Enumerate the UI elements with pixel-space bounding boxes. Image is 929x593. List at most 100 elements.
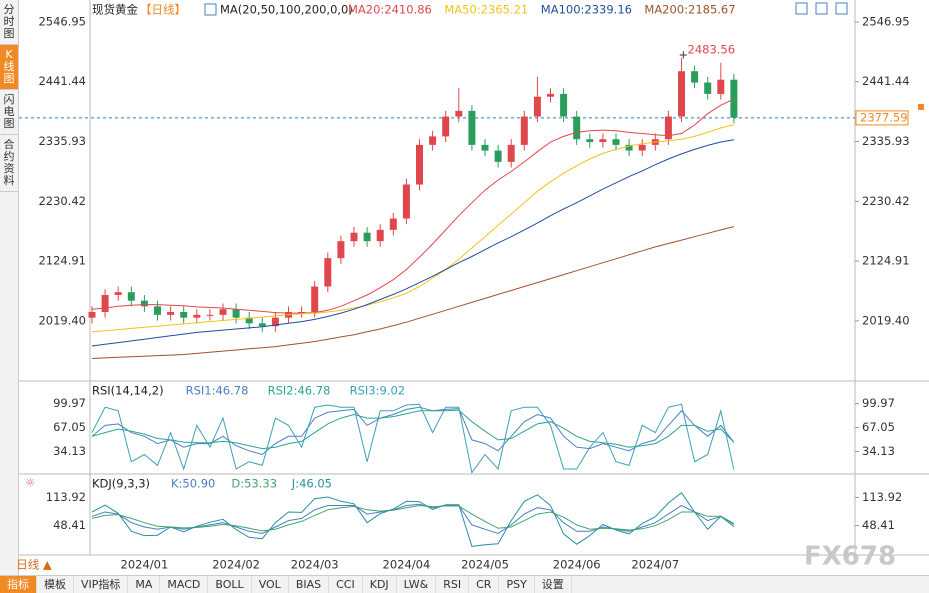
candle-body	[678, 71, 685, 117]
y-tick-label: 2441.44	[38, 74, 86, 88]
max-label: 2483.56	[688, 42, 736, 56]
toolbar-tab[interactable]: BIAS	[289, 576, 330, 593]
candle-body	[717, 79, 725, 94]
y-tick-label: 2230.42	[38, 194, 86, 208]
panel-title: KDJ(9,3,3)	[92, 477, 150, 491]
icon[interactable]	[204, 3, 217, 16]
toolbar-tab[interactable]: 设置	[535, 576, 572, 593]
legend-entry: J:46.05	[291, 477, 332, 491]
x-tick-label: 2024/03	[291, 558, 339, 572]
side-tab[interactable]: 分时图	[0, 0, 18, 45]
y-tick-label: 99.97	[53, 396, 86, 410]
background	[19, 0, 929, 575]
candle-body	[206, 314, 214, 316]
y-tick-label: 113.92	[862, 490, 902, 504]
ma-params: MA(20,50,100,200,0,0)	[220, 3, 353, 17]
line	[91, 406, 735, 456]
legend-entry: D:53.33	[231, 477, 277, 491]
toolbar-tab[interactable]: CCI	[329, 576, 363, 593]
icon[interactable]	[795, 2, 808, 15]
line	[91, 503, 735, 535]
candle-body	[154, 306, 161, 315]
side-tab[interactable]: 闪电图	[0, 90, 18, 135]
toolbar-tab[interactable]: MA	[128, 576, 161, 593]
toolbar-tab[interactable]: LW&	[397, 576, 437, 593]
legend-entry: RSI2:46.78	[268, 384, 331, 398]
candle-body	[560, 93, 568, 117]
candle-body	[691, 71, 699, 83]
line	[91, 491, 735, 547]
candle-body	[167, 312, 175, 315]
settings-icon[interactable]: ☼	[25, 476, 35, 490]
candle-body	[376, 229, 384, 242]
candle-body	[232, 309, 240, 318]
y-tick-label: 2441.44	[862, 74, 910, 88]
toolbar-tab[interactable]: VOL	[252, 576, 289, 593]
icon[interactable]	[815, 2, 828, 15]
toolbar-tab[interactable]: RSI	[436, 576, 470, 593]
side-tab[interactable]: K线图	[0, 45, 18, 90]
y-tick-label: 48.41	[53, 518, 86, 532]
legend-entry: K:50.90	[171, 477, 215, 491]
side-tab[interactable]: 合约资料	[0, 135, 18, 192]
line	[91, 403, 735, 474]
y-tick-label: 34.13	[53, 444, 86, 458]
title: 现货黄金	[92, 3, 138, 17]
candle-body	[337, 241, 345, 259]
candle-body	[520, 116, 528, 145]
candle-body	[429, 136, 437, 145]
current-price-label: 2377.59	[860, 110, 908, 124]
candle-body	[140, 300, 148, 307]
y-tick-label: 113.92	[46, 490, 86, 504]
candle-body	[363, 232, 371, 242]
x-tick-label: 2024/05	[461, 558, 509, 572]
toolbar-tab[interactable]: CR	[469, 576, 500, 593]
y-tick-label: 2335.93	[862, 134, 910, 148]
x-tick-label: 2024/07	[631, 558, 679, 572]
candle-body	[494, 150, 502, 162]
window-icons	[795, 2, 848, 15]
toolbar-tab[interactable]: MACD	[160, 576, 209, 593]
candle-body	[389, 218, 397, 230]
toolbar-tab[interactable]: PSY	[499, 576, 535, 593]
candle-body	[586, 139, 594, 143]
x-tick-label: 2024/01	[121, 558, 169, 572]
candle-body	[442, 116, 450, 137]
legend-entry: RSI1:46.78	[186, 384, 249, 398]
timeframe[interactable]: 日线 ▲	[16, 558, 52, 572]
candle-body	[704, 82, 712, 94]
max-marker: +	[679, 47, 689, 61]
candle-body	[468, 110, 476, 145]
toolbar-tab[interactable]: 模板	[37, 576, 74, 593]
toolbar-tab[interactable]: VIP指标	[74, 576, 129, 593]
candle-body	[664, 116, 672, 140]
side-tabs: 分时图 K线图 闪电图 合约资料	[0, 0, 19, 575]
panel-title: RSI(14,14,2)	[92, 384, 164, 398]
candle-body	[402, 184, 410, 219]
y-tick-label: 2124.91	[862, 254, 910, 268]
line	[91, 124, 735, 333]
price-box	[855, 110, 909, 126]
candle-body	[180, 312, 188, 318]
candle-body	[101, 295, 109, 313]
legend-entry: RSI3:9.02	[350, 384, 405, 398]
candle-body	[324, 258, 332, 287]
toolbar-tab[interactable]: 指标	[0, 576, 37, 593]
y-tick-label: 34.13	[862, 444, 895, 458]
candle-body	[599, 139, 607, 143]
candle-body	[416, 144, 423, 185]
candle-body	[612, 139, 620, 145]
candle-body	[547, 93, 554, 97]
toolbar-tab[interactable]: KDJ	[363, 576, 397, 593]
watermark: FX678	[804, 542, 896, 572]
candle-body	[245, 317, 253, 324]
legend-entry: MA50:2365.21	[444, 3, 528, 17]
y-tick-label: 48.41	[862, 518, 895, 532]
icon[interactable]	[835, 2, 848, 15]
toolbar-tab[interactable]: BOLL	[208, 576, 252, 593]
chart: 现货黄金 【日线】 MA(20,50,100,200,0,0) ☼ 日线 ▲ F…	[16, 0, 929, 575]
toolbar: 指标 模板 VIP指标 MA MACD BOLL VOL BIAS CCI KDJ LW& RSI CR…	[0, 575, 929, 593]
candle-body	[481, 144, 489, 151]
price-flag	[918, 103, 924, 110]
